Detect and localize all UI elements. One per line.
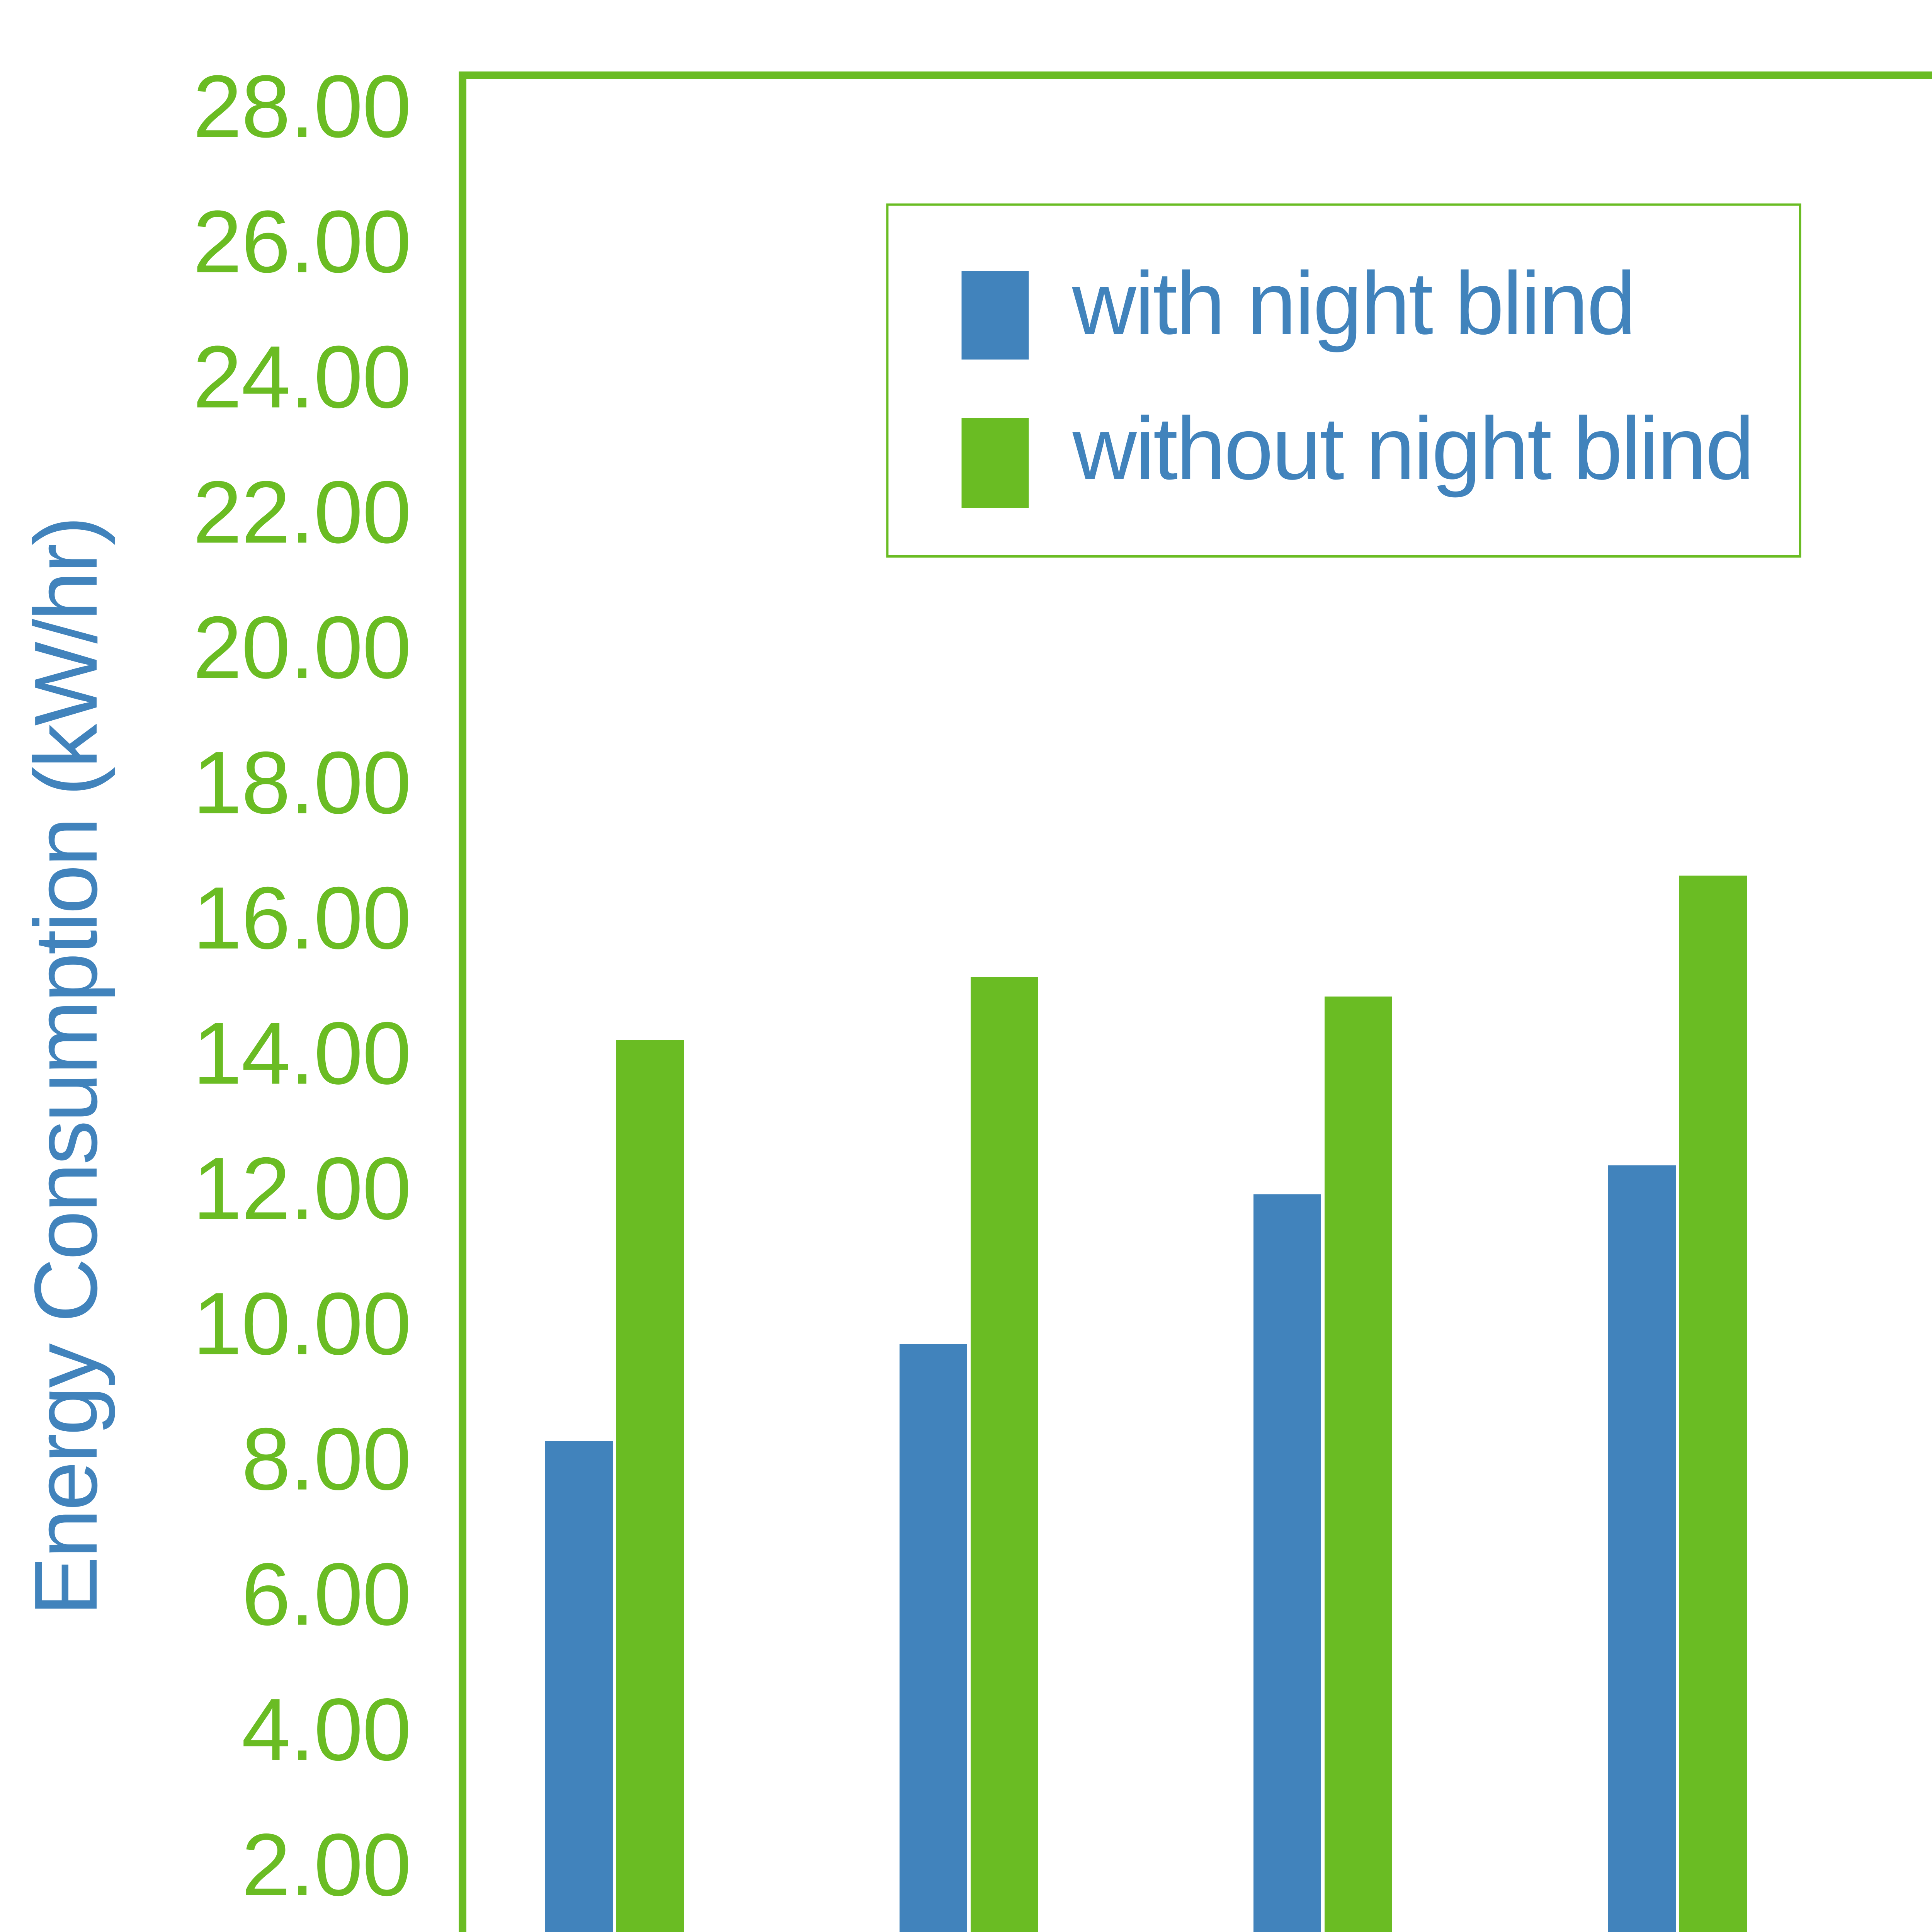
svg-text:Energy Consumption (kW/hr): Energy Consumption (kW/hr) xyxy=(16,516,116,1616)
svg-text:8.00: 8.00 xyxy=(242,1410,412,1509)
svg-text:6.00: 6.00 xyxy=(242,1545,412,1644)
svg-text:without night blind: without night blind xyxy=(1072,399,1755,498)
svg-text:22.00: 22.00 xyxy=(193,463,412,561)
svg-text:14.00: 14.00 xyxy=(193,1004,412,1103)
svg-text:4.00: 4.00 xyxy=(242,1680,412,1779)
svg-text:20.00: 20.00 xyxy=(193,598,412,697)
svg-text:12.00: 12.00 xyxy=(193,1139,412,1238)
svg-text:24.00: 24.00 xyxy=(193,327,412,426)
svg-text:16.00: 16.00 xyxy=(193,869,412,968)
svg-text:10.00: 10.00 xyxy=(193,1274,412,1373)
svg-text:with night blind: with night blind xyxy=(1072,253,1636,353)
svg-text:18.00: 18.00 xyxy=(193,733,412,832)
svg-text:26.00: 26.00 xyxy=(193,192,412,291)
svg-text:2.00: 2.00 xyxy=(242,1815,412,1914)
svg-text:28.00: 28.00 xyxy=(193,57,412,156)
